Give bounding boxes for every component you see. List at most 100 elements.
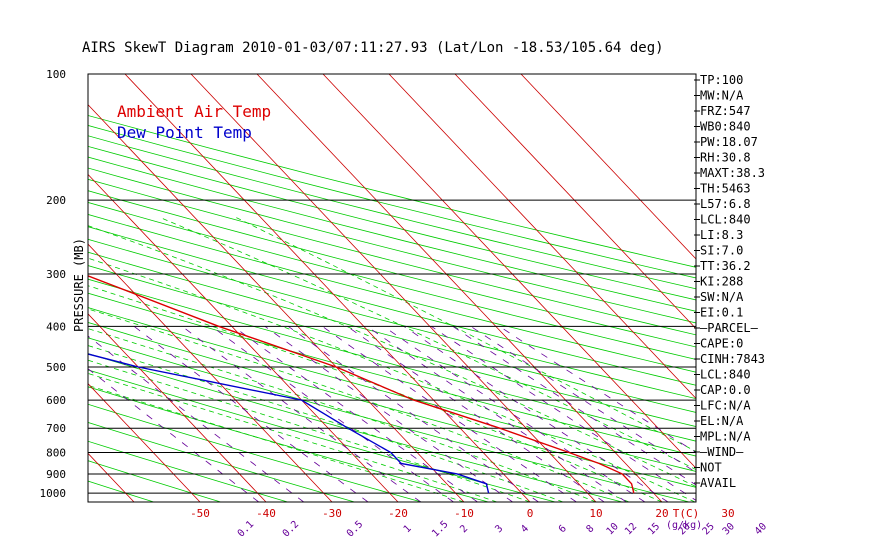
mixing-ratio-tick-label: 10 — [605, 521, 621, 537]
mixing-ratio-tick-label: 2 — [458, 523, 470, 535]
moist-adiabat-line — [88, 372, 498, 502]
isotherm-line — [88, 104, 465, 502]
parameter-item: MPL:N/A — [700, 430, 751, 444]
mixing-ratio-tick-label: 12 — [623, 521, 639, 537]
dry-adiabat-line — [88, 322, 696, 488]
parameter-item: LCL:840 — [700, 213, 751, 227]
mixing-ratio-line — [287, 325, 539, 502]
dew-point-temp-line — [88, 353, 490, 494]
dry-adiabat-line — [88, 226, 696, 386]
moist-adiabat-line — [235, 217, 696, 452]
parameter-item: TP:100 — [700, 73, 743, 87]
mixing-ratio-line — [233, 325, 478, 502]
parameter-item: WB0:840 — [700, 120, 751, 134]
dry-adiabat-line — [88, 213, 696, 373]
pressure-tick-label: 400 — [46, 320, 66, 333]
temp-unit-label: T(C) — [673, 507, 700, 520]
parameter-item: PW:18.07 — [700, 135, 758, 149]
mixing-ratio-tick-label: 25 — [701, 521, 717, 537]
ambient-air-temp-line — [88, 275, 635, 494]
isotherm-line — [88, 313, 267, 502]
mixing-ratio-line — [181, 325, 422, 502]
dry-adiabat-line — [88, 353, 623, 502]
parameter-item: SW:N/A — [700, 290, 744, 304]
bottom-temp-tick-label: 0 — [527, 507, 534, 520]
bottom-temp-tick-label: -40 — [256, 507, 276, 520]
mixing-ratio-tick-label: 15 — [646, 521, 662, 537]
pressure-tick-label: 500 — [46, 361, 66, 374]
isotherm-line — [88, 243, 333, 502]
pressure-tick-label: 1000 — [40, 487, 67, 500]
dry-adiabat-line — [88, 337, 690, 502]
parameter-item: NOT — [700, 461, 722, 475]
pressure-tick-label: 700 — [46, 422, 66, 435]
parameter-item: EI:0.1 — [700, 306, 743, 320]
mixing-ratio-unit-label: (g/kg) — [666, 520, 702, 531]
mixing-ratio-tick-label: 0.5 — [345, 519, 366, 540]
isotherm-line — [0, 74, 68, 502]
bottom-temp-tick-label: 30 — [721, 507, 734, 520]
dry-adiabat-line — [88, 190, 696, 348]
isotherm-line — [520, 74, 696, 260]
parameter-item: –WIND– — [700, 445, 744, 459]
chart-title: AIRS SkewT Diagram 2010-01-03/07:11:27.9… — [82, 40, 664, 56]
isotherm-line — [190, 74, 597, 502]
mixing-ratio-line — [470, 325, 696, 473]
parameter-item: –PARCEL– — [700, 321, 759, 335]
dry-adiabat-line — [88, 145, 696, 301]
parameter-item: FRZ:547 — [700, 104, 751, 118]
isotherm-line — [88, 173, 399, 502]
mixing-ratio-line — [88, 368, 259, 502]
plot-frame — [87, 73, 697, 503]
dry-adiabat-line — [88, 307, 696, 472]
mixing-ratio-tick-label: 8 — [585, 523, 597, 535]
parameter-item: CAPE:0 — [700, 337, 743, 351]
mixing-ratio-line — [88, 335, 304, 502]
moist-adiabat-line — [88, 257, 696, 502]
dry-adiabat-line — [88, 115, 696, 268]
legend-ambient-air-temp: Ambient Air Temp — [117, 102, 271, 121]
isotherm-line — [88, 452, 135, 502]
dry-adiabat-line — [88, 238, 696, 400]
dry-adiabat-line — [88, 125, 696, 279]
pressure-tick-label: 600 — [46, 394, 66, 407]
dry-adiabat-line — [88, 156, 696, 312]
mixing-ratio-tick-label: 1 — [402, 523, 414, 535]
isotherm-line — [88, 383, 201, 502]
parameter-item: SI:7.0 — [700, 244, 743, 258]
mixing-ratio-tick-label: 3 — [493, 523, 505, 535]
mixing-ratio-tick-label: 4 — [519, 523, 531, 535]
parameter-item: LI:8.3 — [700, 228, 743, 242]
mixing-ratio-tick-label: 0.2 — [281, 519, 302, 540]
parameter-item: LFC:N/A — [700, 399, 751, 413]
isotherms-layer — [0, 74, 696, 502]
dry-adiabat-line — [88, 440, 288, 502]
mixing-ratio-line — [211, 325, 454, 502]
parameter-item: EL:N/A — [700, 414, 744, 428]
bottom-temp-tick-label: -20 — [388, 507, 408, 520]
mixing-ratio-line — [133, 325, 369, 502]
pressure-tick-label: 100 — [46, 68, 66, 81]
dry-adiabat-line — [88, 292, 696, 457]
isotherm-line — [124, 74, 531, 502]
moist-adiabat-line — [88, 225, 696, 488]
parameter-item: LCL:840 — [700, 368, 751, 382]
dry-adiabat-line — [88, 202, 696, 360]
parameter-item: MW:N/A — [700, 89, 744, 103]
isotherm-line — [388, 74, 696, 400]
pressure-tick-label: 900 — [46, 468, 66, 481]
mixing-ratio-tick-label: 6 — [557, 523, 569, 535]
parameter-item: RH:30.8 — [700, 151, 751, 165]
legend-dew-point-temp: Dew Point Temp — [117, 123, 252, 142]
moist-adiabat-line — [88, 384, 465, 502]
parameter-item: KI:288 — [700, 275, 743, 289]
parameter-item: CAP:0.0 — [700, 383, 751, 397]
bottom-temp-tick-label: 20 — [655, 507, 668, 520]
isotherm-line — [256, 74, 663, 502]
parameter-item: TT:36.2 — [700, 259, 751, 273]
mixing-ratio-layer — [88, 325, 696, 502]
moist-adiabat-line — [159, 217, 696, 471]
dry-adiabat-line — [88, 421, 355, 502]
